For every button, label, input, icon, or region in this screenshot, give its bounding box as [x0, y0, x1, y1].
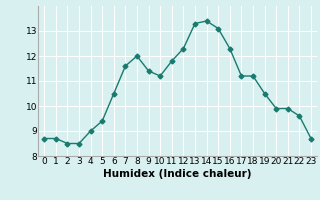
X-axis label: Humidex (Indice chaleur): Humidex (Indice chaleur)	[103, 169, 252, 179]
